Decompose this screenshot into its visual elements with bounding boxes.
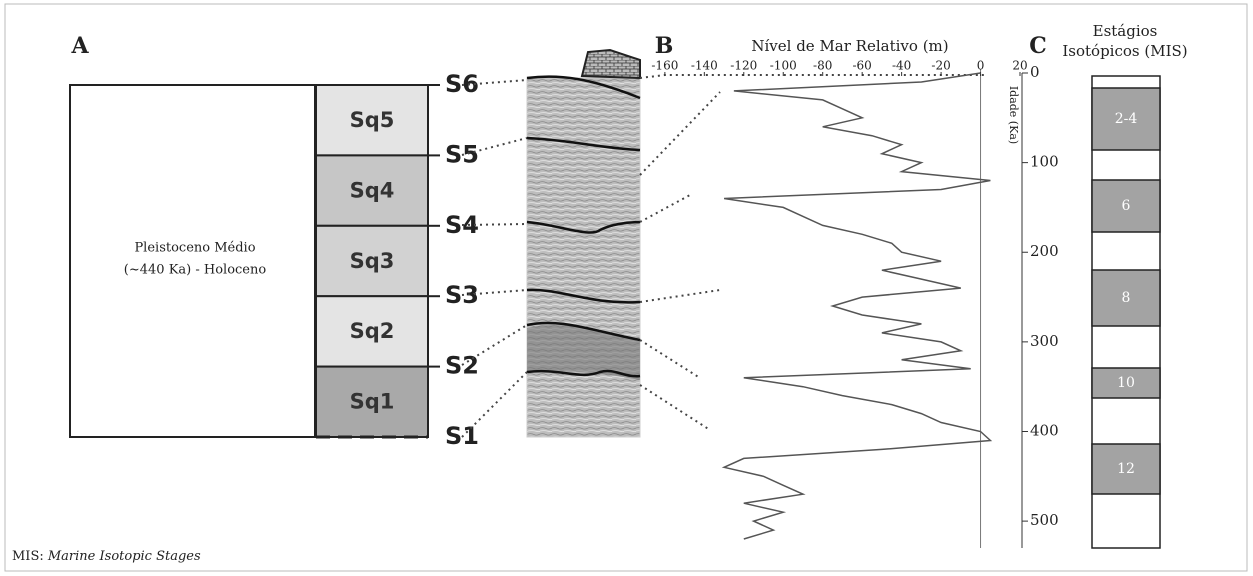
y-axis-label: Idade (Ka) <box>1007 86 1020 144</box>
mis-stage-label: 8 <box>1122 290 1131 306</box>
unit-box <box>69 84 316 438</box>
x-tick-label: -160 <box>651 59 678 73</box>
x-tick-label: -40 <box>892 59 911 73</box>
surface-label: S2 <box>445 352 479 380</box>
x-tick-label: -140 <box>691 59 718 73</box>
sequence-label: Sq3 <box>350 249 395 273</box>
x-tick-label: 0 <box>977 59 985 73</box>
unit-text: (~440 Ka) - Holoceno <box>124 263 267 278</box>
seismic-frame <box>526 77 641 438</box>
mis-stage <box>1091 367 1161 399</box>
x-tick-label: -60 <box>852 59 871 73</box>
sequence-label: Sq2 <box>350 319 395 343</box>
mis-stage <box>1091 179 1161 233</box>
sequence-box <box>315 224 429 298</box>
sea-level-chart: -160 -140 -120 -100 -80 -60 -40 -20 0 20 010020030… <box>651 59 1059 548</box>
y-tick-label: 500 <box>1030 511 1059 529</box>
frame <box>4 3 1248 572</box>
sequence-box <box>315 154 429 227</box>
mis-stage-label: 2-4 <box>1115 111 1138 127</box>
mis-stage <box>1091 87 1161 151</box>
mis-stage <box>1091 269 1161 327</box>
y-tick-label: 0 <box>1030 63 1040 81</box>
y-tick-label: 300 <box>1030 332 1059 350</box>
surface-label: S3 <box>445 281 479 309</box>
x-tick-label: -80 <box>813 59 832 73</box>
sequence-label: Sq5 <box>350 108 395 132</box>
sea-level-curve <box>721 72 993 540</box>
sequence-box <box>315 295 429 368</box>
footnote: MIS: Marine Isotopic Stages <box>12 549 201 564</box>
mis-title: Isotópicos (MIS) <box>1062 42 1187 60</box>
x-tick-label: -20 <box>931 59 950 73</box>
x-tick-label: 20 <box>1012 59 1027 73</box>
y-tick-label: 200 <box>1030 242 1059 260</box>
mis-stage-label: 6 <box>1122 198 1131 214</box>
footnote-text: Marine Isotopic Stages <box>47 549 201 564</box>
unit-text: Pleistoceno Médio <box>134 241 255 256</box>
surface-label: S4 <box>445 211 479 239</box>
mis-title: Estágios <box>1093 22 1158 40</box>
x-tick-label: -120 <box>730 59 757 73</box>
platform <box>580 48 641 80</box>
mis-stage <box>1091 443 1161 495</box>
sequence-label: Sq1 <box>350 390 395 414</box>
panel-label: C <box>1029 33 1047 59</box>
mis-stages: 2-4 6 8 10 12 <box>1091 87 1161 495</box>
mis-stage-label: 10 <box>1117 375 1135 391</box>
footnote-label: MIS: <box>12 549 44 564</box>
mis-stage-label: 12 <box>1117 461 1135 477</box>
chart-title: Nível de Mar Relativo (m) <box>751 37 948 55</box>
seismic-section <box>527 78 640 437</box>
seismic-dark <box>527 325 640 380</box>
y-tick-label: 100 <box>1030 153 1059 171</box>
x-tick-label: -100 <box>770 59 797 73</box>
y-tick-label: 400 <box>1030 421 1059 439</box>
horizons <box>526 75 641 378</box>
panel-label: A <box>70 33 89 59</box>
sequence-label: Sq4 <box>350 178 395 202</box>
panel-label: B <box>655 33 674 59</box>
